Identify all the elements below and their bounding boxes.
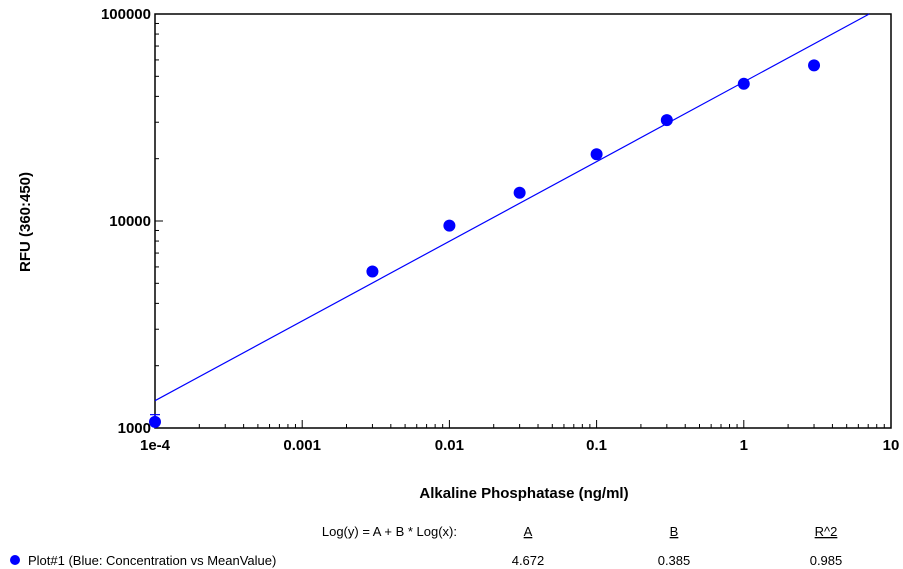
fit-line-group [154,13,870,402]
data-points [149,59,821,428]
y-axis-title: RFU (360:450) [17,172,34,272]
data-point [737,77,750,90]
data-point [149,415,161,428]
legend-equation-label: Log(y) = A + B * Log(x): [322,524,457,539]
ticks: 1e-4 0.001 0.01 0.1 1 10 1000 10000 100000 [101,6,899,454]
data-point [590,148,603,161]
legend-value-r2: 0.985 [810,553,843,568]
x-tick-label: 0.1 [586,437,607,454]
fit-line [154,13,870,402]
y-tick-label: 10000 [109,213,151,230]
x-tick-label: 0.001 [283,437,321,454]
legend-header-b: B [670,524,679,539]
legend-marker [10,555,20,565]
y-tick-label: 1000 [118,420,151,437]
y-tick-label: 100000 [101,6,151,23]
data-point [660,114,673,127]
x-tick-label: 10 [883,437,900,454]
plot-frame [154,13,892,429]
axes [154,13,892,429]
x-tick-label: 1 [740,437,748,454]
data-point [366,265,379,278]
legend-value-a: 4.672 [512,553,545,568]
legend: Log(y) = A + B * Log(x): A B R^2 Plot#1 … [10,524,842,568]
data-point [513,186,526,199]
legend-header-a: A [524,524,533,539]
legend-entry-label: Plot#1 (Blue: Concentration vs MeanValue… [28,553,276,568]
legend-header-r2: R^2 [815,524,838,539]
x-axis-title: Alkaline Phosphatase (ng/ml) [419,485,628,502]
x-tick-label: 1e-4 [140,437,171,454]
x-tick-label: 0.01 [435,437,464,454]
data-point [808,59,821,72]
legend-value-b: 0.385 [658,553,691,568]
data-point [443,219,456,232]
